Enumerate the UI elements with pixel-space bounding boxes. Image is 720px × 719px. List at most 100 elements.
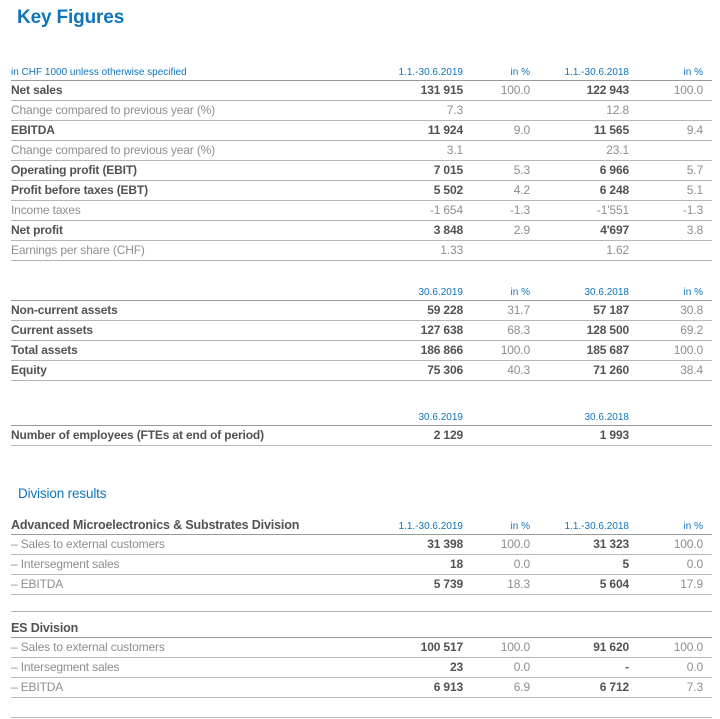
value-period-2: -: [530, 657, 629, 678]
percent-period-1: [463, 100, 530, 121]
column-header-period-1: 1.1.-30.6.2019: [362, 60, 463, 81]
row-label: Operating profit (EBIT): [11, 160, 362, 181]
value-period-1: 2 129: [362, 425, 463, 446]
table-header-label: ES Division: [11, 612, 362, 638]
value-period-2: 57 187: [530, 300, 629, 321]
percent-period-2: 100.0: [629, 80, 712, 101]
percent-period-1: 9.0: [463, 120, 530, 141]
table-header-row: ES Division: [11, 612, 712, 638]
column-header-period-2: 1.1.-30.6.2018: [530, 60, 629, 81]
page-title: Key Figures: [17, 7, 125, 28]
column-header-period-2: 30.6.2018: [530, 406, 629, 426]
spacer-cell: [11, 697, 712, 718]
table-row: Number of employees (FTEs at end of peri…: [11, 425, 712, 446]
value-period-1: 100 517: [362, 637, 463, 658]
value-period-1: 7.3: [362, 100, 463, 121]
value-period-2: 31 323: [530, 534, 629, 555]
column-header-percent-1: in %: [463, 281, 530, 301]
value-period-1: 5 502: [362, 180, 463, 201]
percent-period-1: [463, 240, 530, 261]
row-label: Non-current assets: [11, 300, 362, 321]
table-row: Earnings per share (CHF) 1.33 1.62: [11, 240, 712, 261]
table-header-row: Advanced Microelectronics & Substrates D…: [11, 514, 712, 535]
table-header-label: [11, 281, 362, 301]
value-period-1: 7 015: [362, 160, 463, 181]
value-period-1: 5 739: [362, 574, 463, 595]
value-period-1: 75 306: [362, 360, 463, 381]
row-label: Earnings per share (CHF): [11, 240, 362, 261]
table-employees: 30.6.2019 30.6.2018 Number of employees …: [11, 406, 712, 446]
column-header-percent-1: [463, 406, 530, 426]
percent-period-2: -1.3: [629, 200, 712, 221]
table-row: Net profit 3 848 2.9 4'697 3.8: [11, 220, 712, 241]
value-period-1: 3 848: [362, 220, 463, 241]
value-period-2: 1 993: [530, 425, 629, 446]
percent-period-2: [629, 140, 712, 161]
table-row: Change compared to previous year (%) 3.1…: [11, 140, 712, 161]
table-row: – Intersegment sales 18 0.0 5 0.0: [11, 554, 712, 575]
table-row: Non-current assets 59 228 31.7 57 187 30…: [11, 300, 712, 321]
row-label: – EBITDA: [11, 677, 362, 698]
column-header-percent-2: [629, 406, 712, 426]
value-period-1: 6 913: [362, 677, 463, 698]
percent-period-2: 0.0: [629, 657, 712, 678]
value-period-2: -1'551: [530, 200, 629, 221]
table-header-row: in CHF 1000 unless otherwise specified 1…: [11, 60, 712, 81]
sections-container: in CHF 1000 unless otherwise specified 1…: [0, 60, 720, 718]
table-row: – Intersegment sales 23 0.0 - 0.0: [11, 657, 712, 678]
table-row: Income taxes -1 654 -1.3 -1'551 -1.3: [11, 200, 712, 221]
row-label: Net profit: [11, 220, 362, 241]
column-header-period-1: [362, 612, 463, 638]
row-label: Change compared to previous year (%): [11, 100, 362, 121]
percent-period-1: 0.0: [463, 657, 530, 678]
value-period-1: 31 398: [362, 534, 463, 555]
column-header-period-2: 1.1.-30.6.2018: [530, 514, 629, 535]
table-es-division: ES Division – Sales to external customer…: [11, 612, 712, 718]
percent-period-2: 69.2: [629, 320, 712, 341]
column-header-percent-1: in %: [463, 514, 530, 535]
table-row: Equity 75 306 40.3 71 260 38.4: [11, 360, 712, 381]
percent-period-2: 5.7: [629, 160, 712, 181]
row-label: – Sales to external customers: [11, 534, 362, 555]
table-spacer-row: [11, 697, 712, 718]
percent-period-1: 0.0: [463, 554, 530, 575]
percent-period-1: -1.3: [463, 200, 530, 221]
table-row: – Sales to external customers 31 398 100…: [11, 534, 712, 555]
value-period-1: -1 654: [362, 200, 463, 221]
value-period-2: 4'697: [530, 220, 629, 241]
table-header-label: [11, 406, 362, 426]
row-label: Change compared to previous year (%): [11, 140, 362, 161]
percent-period-1: 6.9: [463, 677, 530, 698]
value-period-2: 128 500: [530, 320, 629, 341]
percent-period-2: [629, 100, 712, 121]
table-row: – EBITDA 5 739 18.3 5 604 17.9: [11, 574, 712, 595]
table-ams-division: Advanced Microelectronics & Substrates D…: [11, 514, 712, 612]
value-period-2: 5 604: [530, 574, 629, 595]
value-period-2: 1.62: [530, 240, 629, 261]
percent-period-2: [629, 240, 712, 261]
value-period-2: 6 712: [530, 677, 629, 698]
percent-period-1: 5.3: [463, 160, 530, 181]
value-period-1: 186 866: [362, 340, 463, 361]
column-header-percent-2: in %: [629, 281, 712, 301]
table-row: Change compared to previous year (%) 7.3…: [11, 100, 712, 121]
row-label: EBITDA: [11, 120, 362, 141]
table-row: Current assets 127 638 68.3 128 500 69.2: [11, 320, 712, 341]
spacer-cell: [11, 594, 712, 612]
column-header-period-2: [530, 612, 629, 638]
percent-period-1: 2.9: [463, 220, 530, 241]
row-label: – Sales to external customers: [11, 637, 362, 658]
column-header-percent-1: [463, 612, 530, 638]
percent-period-2: 9.4: [629, 120, 712, 141]
value-period-2: 12.8: [530, 100, 629, 121]
percent-period-2: 100.0: [629, 340, 712, 361]
percent-period-1: 31.7: [463, 300, 530, 321]
percent-period-1: 100.0: [463, 340, 530, 361]
table-spacer-row: [11, 594, 712, 612]
table-row: Profit before taxes (EBT) 5 502 4.2 6 24…: [11, 180, 712, 201]
value-period-1: 131 915: [362, 80, 463, 101]
table-header-row: 30.6.2019 in % 30.6.2018 in %: [11, 281, 712, 301]
row-label: Net sales: [11, 80, 362, 101]
value-period-2: 5: [530, 554, 629, 575]
